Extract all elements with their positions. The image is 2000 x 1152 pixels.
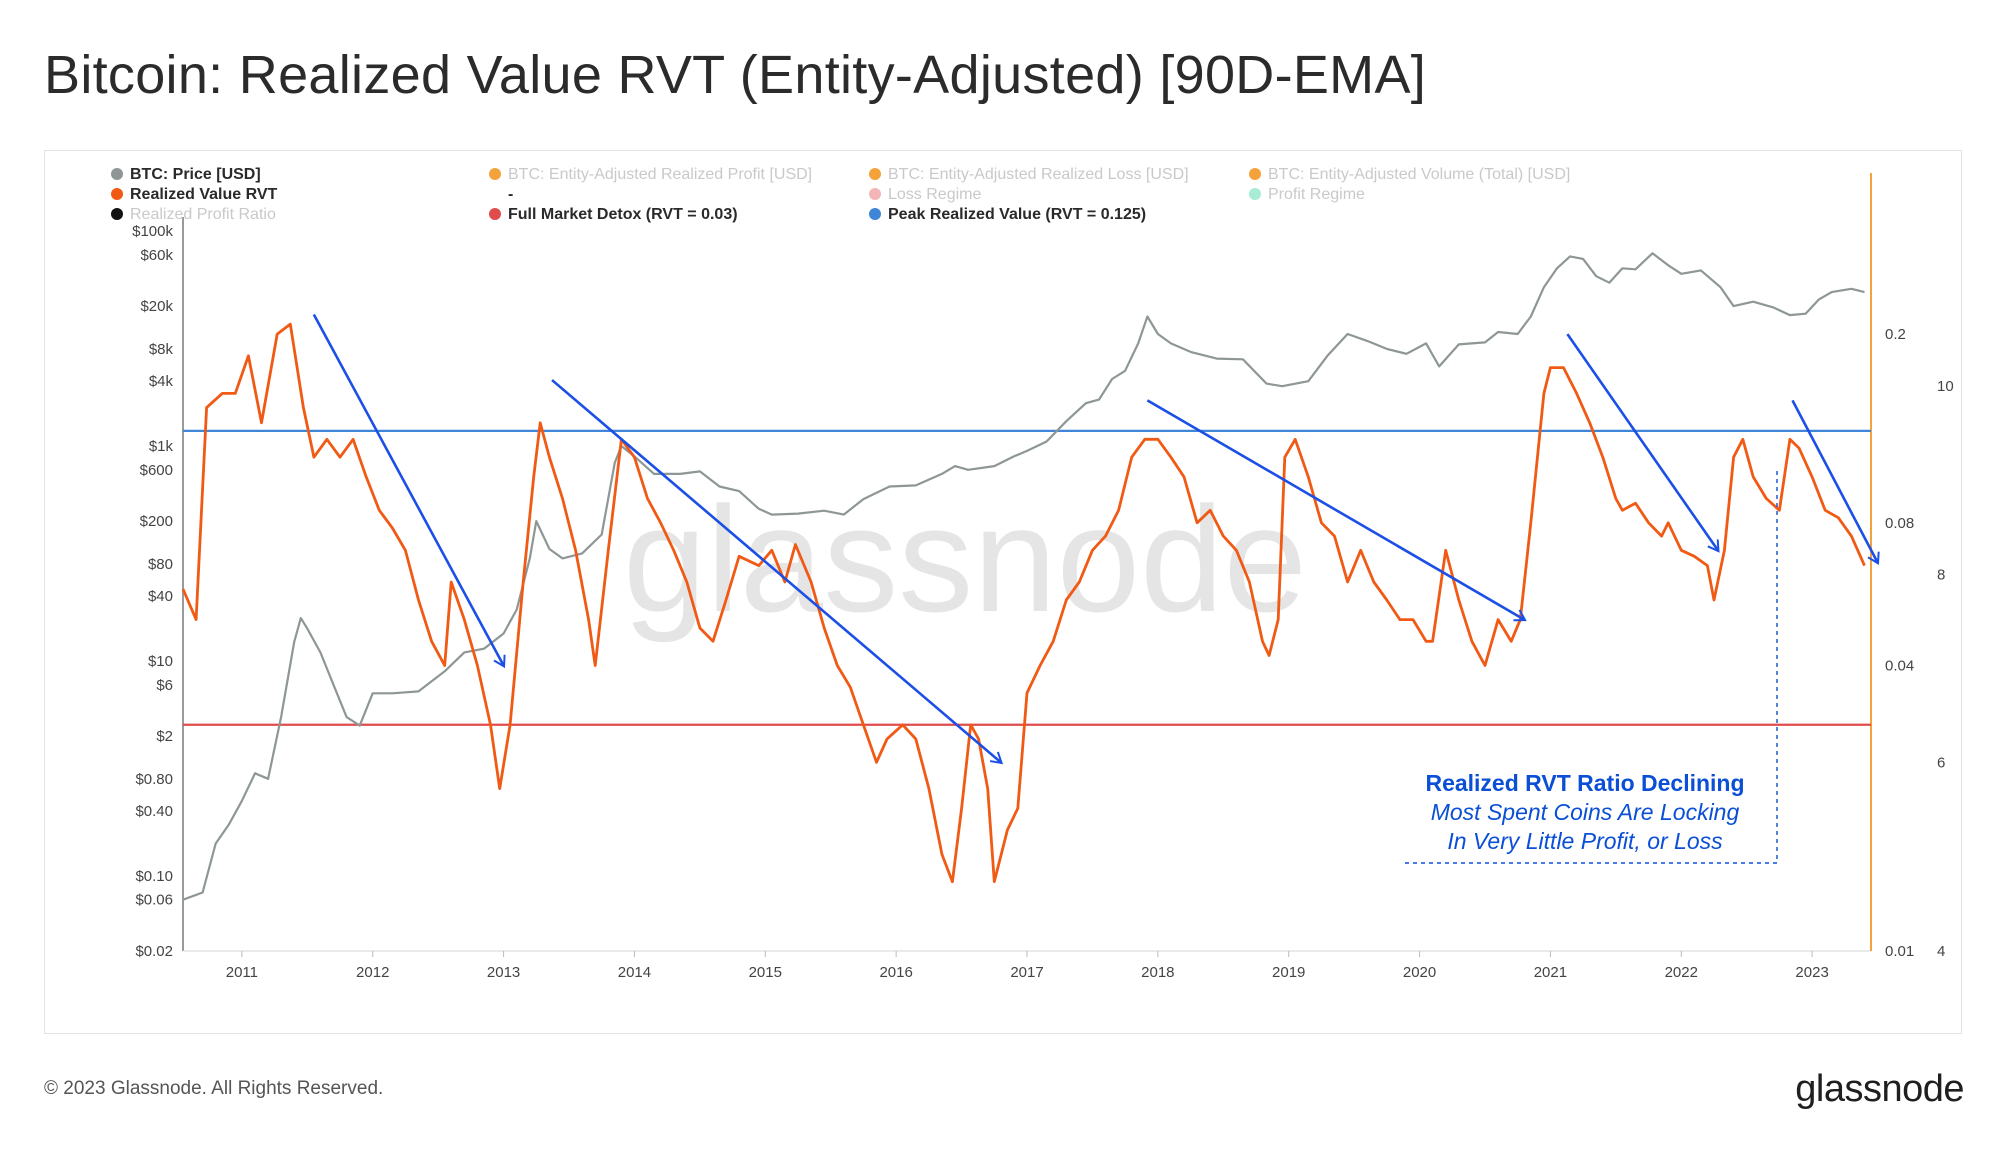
legend-swatch <box>869 168 881 180</box>
legend-item[interactable]: Full Market Detox (RVT = 0.03) <box>489 206 738 223</box>
rvt-tick-label: 0.04 <box>1885 658 1914 675</box>
annotation-title: Realized RVT Ratio Declining <box>1425 770 1744 796</box>
legend-label: BTC: Entity-Adjusted Volume (Total) [USD… <box>1268 166 1570 183</box>
legend-swatch <box>111 208 123 220</box>
price-tick-label: $1k <box>149 438 174 455</box>
right-axis-tick-label: 8 <box>1937 566 1945 583</box>
legend-item[interactable]: BTC: Entity-Adjusted Realized Profit [US… <box>489 166 812 183</box>
legend-label: Realized Value RVT <box>130 186 278 203</box>
chart-panel: glassnode $100k $60k $20k $8k $4k $1k $600 $200 $… <box>44 150 1962 1034</box>
price-tick-label: $100k <box>132 223 173 240</box>
trend-arrow <box>1566 333 1720 553</box>
legend-item[interactable]: Realized Profit Ratio <box>111 206 276 223</box>
x-tick-label: 2017 <box>1010 964 1043 981</box>
x-tick-label: 2011 <box>226 964 258 981</box>
legend-item[interactable]: Loss Regime <box>869 186 981 203</box>
price-tick-label: $200 <box>140 513 173 530</box>
x-tick-label: 2019 <box>1272 964 1305 981</box>
rvt-tick-label: 0.01 <box>1885 943 1914 960</box>
x-tick-label: 2022 <box>1665 964 1698 981</box>
legend-label: BTC: Entity-Adjusted Realized Loss [USD] <box>888 166 1189 183</box>
watermark-text: glassnode <box>623 475 1307 643</box>
legend-item[interactable]: BTC: Entity-Adjusted Realized Loss [USD] <box>869 166 1189 183</box>
x-tick-label: 2023 <box>1795 964 1828 981</box>
price-tick-label: $0.02 <box>135 943 173 960</box>
legend-swatch <box>1249 168 1261 180</box>
legend-label: - <box>508 186 513 203</box>
annotation-line-2: In Very Little Profit, or Loss <box>1447 828 1723 854</box>
brand-logo[interactable]: glassnode <box>1795 1068 1964 1110</box>
x-tick-label: 2016 <box>879 964 912 981</box>
right-axis-tick-label: 6 <box>1937 755 1945 772</box>
price-tick-label: $600 <box>140 462 173 479</box>
price-tick-label: $40 <box>148 588 173 605</box>
legend-swatch <box>869 208 881 220</box>
legend-item[interactable]: Realized Value RVT <box>111 186 278 203</box>
x-tick-label: 2013 <box>487 964 520 981</box>
x-tick-label: 2014 <box>618 964 651 981</box>
price-tick-label: $4k <box>149 373 174 390</box>
price-tick-label: $0.80 <box>135 771 173 788</box>
trend-arrow <box>551 379 1004 765</box>
trend-arrow <box>1146 399 1527 622</box>
right-axis-tick-label: 10 <box>1937 378 1954 395</box>
price-tick-label: $8k <box>149 341 174 358</box>
trend-arrow <box>312 313 506 669</box>
x-tick-label: 2018 <box>1141 964 1174 981</box>
legend-item[interactable]: Peak Realized Value (RVT = 0.125) <box>869 206 1146 223</box>
rvt-tick-label: 0.08 <box>1885 515 1914 532</box>
legend-label: Full Market Detox (RVT = 0.03) <box>508 206 738 223</box>
legend-item[interactable]: BTC: Price [USD] <box>111 166 261 183</box>
x-tick-label: 2015 <box>749 964 782 981</box>
annotation-line-1: Most Spent Coins Are Locking <box>1431 799 1740 825</box>
legend-label: Realized Profit Ratio <box>130 206 276 223</box>
legend-label: BTC: Entity-Adjusted Realized Profit [US… <box>508 166 812 183</box>
price-tick-label: $60k <box>140 247 173 264</box>
page-title: Bitcoin: Realized Value RVT (Entity-Adju… <box>44 45 1427 105</box>
legend-label: Loss Regime <box>888 186 981 203</box>
rvt-chart: glassnode $100k $60k $20k $8k $4k $1k $600 $200 $… <box>111 166 1954 981</box>
legend-label: Profit Regime <box>1268 186 1365 203</box>
legend-swatch <box>1249 188 1261 200</box>
rvt-series-line <box>181 322 1866 884</box>
legend-swatch <box>869 188 881 200</box>
legend-label: Peak Realized Value (RVT = 0.125) <box>888 206 1146 223</box>
right-axis-tick-label: 4 <box>1937 943 1945 960</box>
copyright-text: © 2023 Glassnode. All Rights Reserved. <box>44 1078 384 1099</box>
legend-swatch <box>111 188 123 200</box>
x-tick-label: 2021 <box>1534 964 1567 981</box>
legend-swatch <box>111 168 123 180</box>
price-tick-label: $0.40 <box>135 803 173 820</box>
rvt-tick-label: 0.2 <box>1885 326 1906 343</box>
x-tick-label: 2012 <box>356 964 389 981</box>
legend-swatch <box>489 168 501 180</box>
legend-label: BTC: Price [USD] <box>130 166 261 183</box>
price-tick-label: $80 <box>148 556 173 573</box>
legend-swatch <box>489 208 501 220</box>
legend-item[interactable]: Profit Regime <box>1249 186 1365 203</box>
price-tick-label: $0.10 <box>135 868 173 885</box>
price-tick-label: $0.06 <box>135 892 173 909</box>
price-series-line <box>182 252 1865 901</box>
price-tick-label: $10 <box>148 653 173 670</box>
price-tick-label: $20k <box>140 298 173 315</box>
legend-item[interactable]: BTC: Entity-Adjusted Volume (Total) [USD… <box>1249 166 1570 183</box>
price-tick-label: $6 <box>156 677 173 694</box>
price-tick-label: $2 <box>156 728 173 745</box>
x-tick-label: 2020 <box>1403 964 1436 981</box>
legend-item[interactable]: - <box>508 186 513 203</box>
annotation-bracket <box>1405 471 1778 864</box>
trend-arrow <box>1791 399 1880 566</box>
